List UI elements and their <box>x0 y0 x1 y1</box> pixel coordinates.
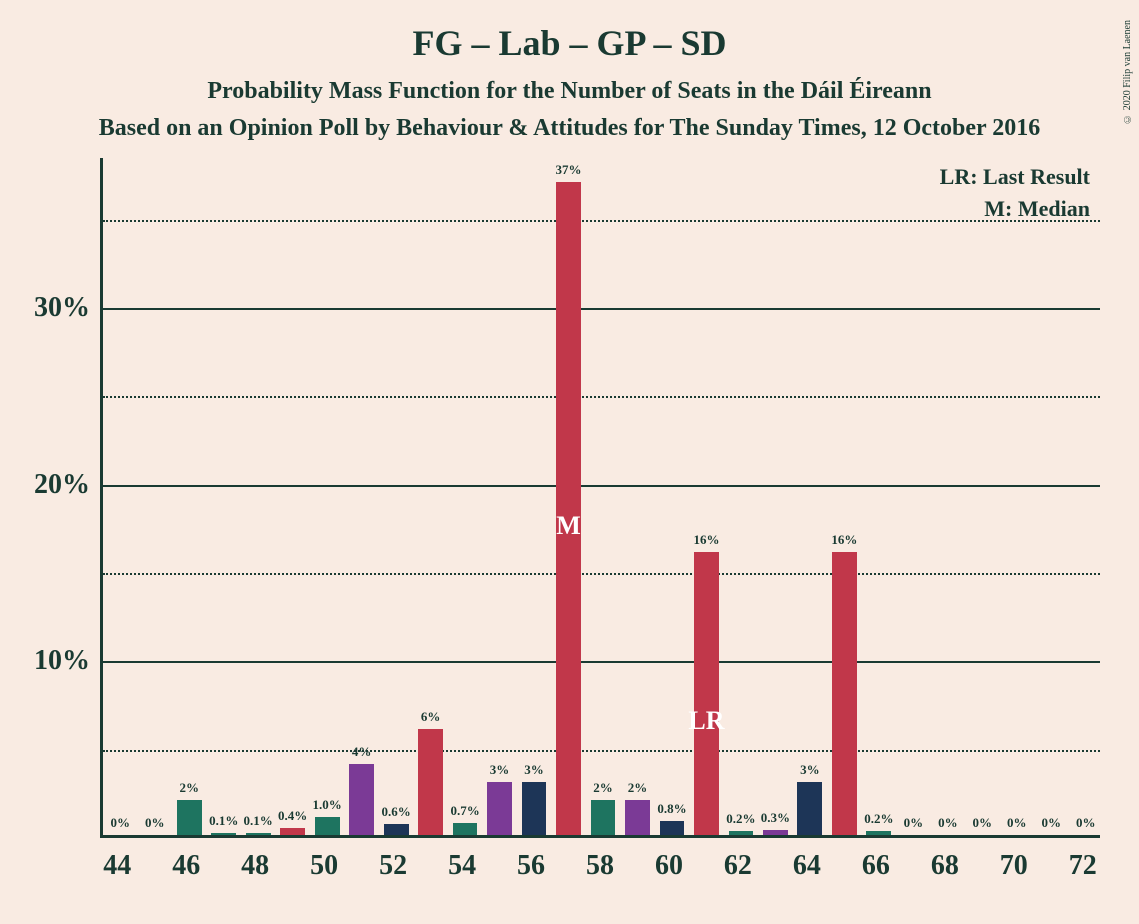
bar <box>384 824 409 835</box>
bar <box>418 729 443 835</box>
bar <box>556 182 581 836</box>
bar-value-label: 2% <box>179 780 199 796</box>
chart-subtitle-1: Probability Mass Function for the Number… <box>0 64 1139 105</box>
legend-last-result: LR: Last Result <box>940 164 1090 190</box>
x-axis-tick-label: 46 <box>172 850 200 882</box>
median-marker: M <box>556 511 581 541</box>
bar-value-label: 2% <box>593 780 613 796</box>
bar <box>625 800 650 835</box>
bar-value-label: 4% <box>352 744 372 760</box>
x-axis-tick-label: 48 <box>241 850 269 882</box>
bar <box>280 828 305 835</box>
bar-value-label: 0.1% <box>209 813 238 829</box>
bar <box>729 831 754 835</box>
x-axis-tick-label: 50 <box>310 850 338 882</box>
x-axis-tick-label: 72 <box>1069 850 1097 882</box>
bar-value-label: 0% <box>904 815 924 831</box>
legend-median: M: Median <box>984 196 1090 222</box>
bar-value-label: 6% <box>421 709 441 725</box>
chart-subtitle-2: Based on an Opinion Poll by Behaviour & … <box>0 105 1139 142</box>
x-axis-tick-label: 54 <box>448 850 476 882</box>
bar-value-label: 0.6% <box>381 804 410 820</box>
gridline <box>103 573 1100 575</box>
x-axis-tick-label: 62 <box>724 850 752 882</box>
bar <box>315 817 340 835</box>
bar-value-label: 3% <box>490 762 510 778</box>
bar-value-label: 0.2% <box>864 811 893 827</box>
bar-value-label: 0% <box>110 815 130 831</box>
gridline <box>103 220 1100 222</box>
bar-value-label: 3% <box>524 762 544 778</box>
gridline <box>103 396 1100 398</box>
bar <box>694 552 719 835</box>
last-result-marker: LR <box>688 706 724 736</box>
bar-value-label: 0% <box>1042 815 1062 831</box>
bar <box>866 831 891 835</box>
bar-value-label: 0% <box>1076 815 1096 831</box>
bar-value-label: 0.1% <box>244 813 273 829</box>
bar <box>797 782 822 835</box>
bar-value-label: 0% <box>938 815 958 831</box>
bar-value-label: 16% <box>693 532 719 548</box>
bar-value-label: 0.2% <box>726 811 755 827</box>
chart-plot-area: 0% 0% 2% 0.1% 0.1% 0.4% 1.0% 4% 0.6% 6% 0.7% 3% 3% 37… <box>100 158 1100 838</box>
bar-value-label: 0.3% <box>761 810 790 826</box>
gridline-major <box>103 485 1100 487</box>
bar <box>349 764 374 835</box>
bar-value-label: 37% <box>556 162 582 178</box>
copyright-text: © 2020 Filip van Laenen <box>1122 20 1133 124</box>
gridline-major <box>103 661 1100 663</box>
chart-title: FG – Lab – GP – SD <box>0 0 1139 64</box>
x-axis-tick-label: 56 <box>517 850 545 882</box>
bar <box>832 552 857 835</box>
x-axis-tick-label: 58 <box>586 850 614 882</box>
gridline <box>103 750 1100 752</box>
bar-value-label: 16% <box>831 532 857 548</box>
x-axis-tick-label: 64 <box>793 850 821 882</box>
bar-value-label: 0% <box>145 815 165 831</box>
bar-value-label: 0.4% <box>278 808 307 824</box>
bar-value-label: 0.8% <box>657 801 686 817</box>
bar-value-label: 0% <box>1007 815 1027 831</box>
x-axis-tick-label: 52 <box>379 850 407 882</box>
x-axis-tick-label: 44 <box>103 850 131 882</box>
bar <box>522 782 547 835</box>
x-axis-tick-label: 60 <box>655 850 683 882</box>
bar-value-label: 2% <box>628 780 648 796</box>
bar <box>211 833 236 835</box>
y-axis-tick-label: 30% <box>34 292 90 324</box>
bar-value-label: 0.7% <box>450 803 479 819</box>
bar <box>591 800 616 835</box>
bar <box>660 821 685 835</box>
x-axis-tick-label: 68 <box>931 850 959 882</box>
gridline-major <box>103 308 1100 310</box>
bar <box>763 830 788 835</box>
bar <box>487 782 512 835</box>
bar <box>453 823 478 835</box>
bar-value-label: 1.0% <box>313 797 342 813</box>
x-axis-tick-label: 70 <box>1000 850 1028 882</box>
bar <box>177 800 202 835</box>
y-axis-tick-label: 10% <box>34 645 90 677</box>
bar <box>246 833 271 835</box>
plot-frame: 0% 0% 2% 0.1% 0.1% 0.4% 1.0% 4% 0.6% 6% 0.7% 3% 3% 37… <box>100 158 1100 838</box>
x-axis-tick-label: 66 <box>862 850 890 882</box>
bar-value-label: 3% <box>800 762 820 778</box>
bar-value-label: 0% <box>973 815 993 831</box>
y-axis-tick-label: 20% <box>34 469 90 501</box>
